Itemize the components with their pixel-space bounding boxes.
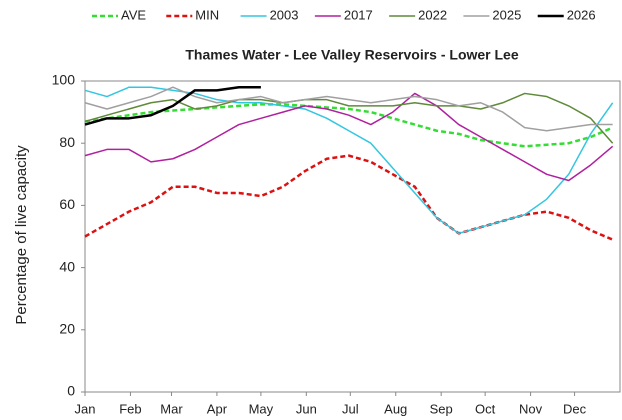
legend-label: 2026 bbox=[567, 7, 596, 22]
y-tick-label: 40 bbox=[59, 258, 75, 274]
x-tick-label: Jan bbox=[75, 401, 96, 416]
series-line bbox=[84, 86, 614, 235]
legend-label: 2025 bbox=[492, 7, 521, 22]
x-tick-label: Oct bbox=[475, 401, 496, 416]
legend-label: 2017 bbox=[344, 7, 373, 22]
legend-label: 2022 bbox=[418, 7, 447, 22]
y-tick-label: 100 bbox=[52, 72, 76, 88]
legend-label: 2003 bbox=[270, 7, 299, 22]
y-tick-label: 20 bbox=[59, 321, 75, 337]
y-tick-label: 0 bbox=[67, 383, 75, 399]
x-tick-label: May bbox=[249, 401, 274, 416]
x-tick-label: Feb bbox=[119, 401, 141, 416]
x-tick-label: Sep bbox=[430, 401, 453, 416]
chart-title: Thames Water - Lee Valley Reservoirs - L… bbox=[185, 47, 519, 63]
legend-label: MIN bbox=[195, 7, 219, 22]
y-tick-label: 80 bbox=[59, 134, 75, 150]
x-tick-label: Nov bbox=[519, 401, 543, 416]
series-line bbox=[84, 103, 614, 148]
series-line bbox=[84, 154, 614, 241]
x-tick-label: Mar bbox=[160, 401, 183, 416]
series-line bbox=[84, 92, 614, 144]
y-tick-label: 60 bbox=[59, 196, 75, 212]
x-tick-label: Dec bbox=[563, 401, 587, 416]
x-tick-label: Jul bbox=[342, 401, 359, 416]
series-line bbox=[84, 85, 261, 126]
plot-frame bbox=[84, 80, 621, 393]
series-line bbox=[84, 86, 613, 132]
series-line bbox=[84, 92, 614, 182]
x-tick-label: Aug bbox=[384, 401, 407, 416]
y-axis-label: Percentage of live capacity bbox=[13, 145, 30, 325]
x-tick-label: Apr bbox=[207, 401, 228, 416]
legend-label: AVE bbox=[121, 7, 146, 22]
x-tick-label: Jun bbox=[296, 401, 317, 416]
